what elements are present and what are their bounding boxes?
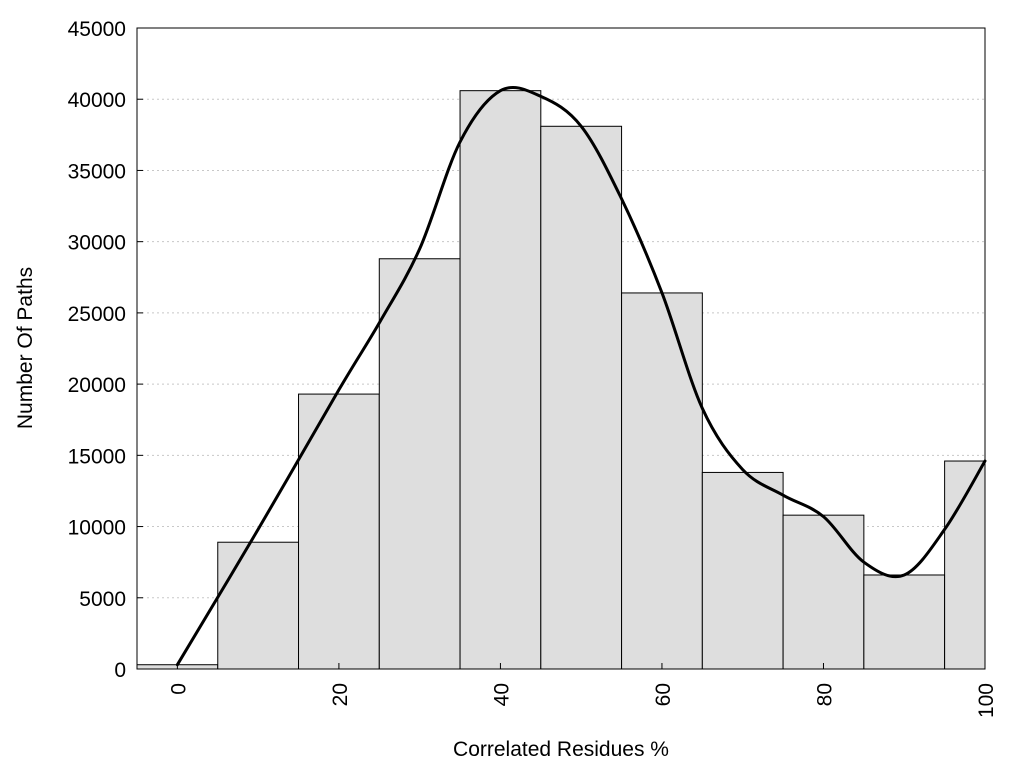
x-tick-label: 100 [975,683,998,718]
bar [459,90,542,670]
y-tick-label: 25000 [68,303,126,326]
x-axis-label: Correlated Residues % [453,738,669,761]
density-curve [175,86,987,667]
bar [298,393,380,670]
bar [782,514,865,670]
bar [540,125,623,670]
y-tick-label: 20000 [68,374,126,397]
y-axis: 0 5000 10000 15000 20000 25000 30000 35000 40000… [68,18,143,682]
bar [944,460,986,670]
density-curve-line [175,86,987,667]
x-axis: 0 20 40 60 80 100 [167,663,998,718]
bars [136,90,986,670]
x-tick-label: 0 [167,683,190,695]
y-axis-label: Number Of Paths [14,267,37,429]
bar [863,574,946,670]
y-tick-label: 40000 [68,89,126,112]
bar [217,541,300,670]
y-tick-label: 5000 [79,588,126,611]
x-tick-label: 40 [490,683,513,706]
bar [378,258,461,670]
plot-frame [136,27,986,670]
bar [621,292,703,670]
x-tick-label: 20 [329,683,352,706]
y-tick-label: 30000 [68,232,126,255]
x-tick-label: 80 [813,683,836,706]
y-tick-label: 10000 [68,517,126,540]
y-tick-label: 35000 [68,160,126,183]
y-tick-label: 45000 [68,18,126,41]
x-tick-label: 60 [652,683,675,706]
bar [701,471,784,670]
y-tick-label: 0 [114,659,126,682]
y-tick-label: 15000 [68,445,126,468]
